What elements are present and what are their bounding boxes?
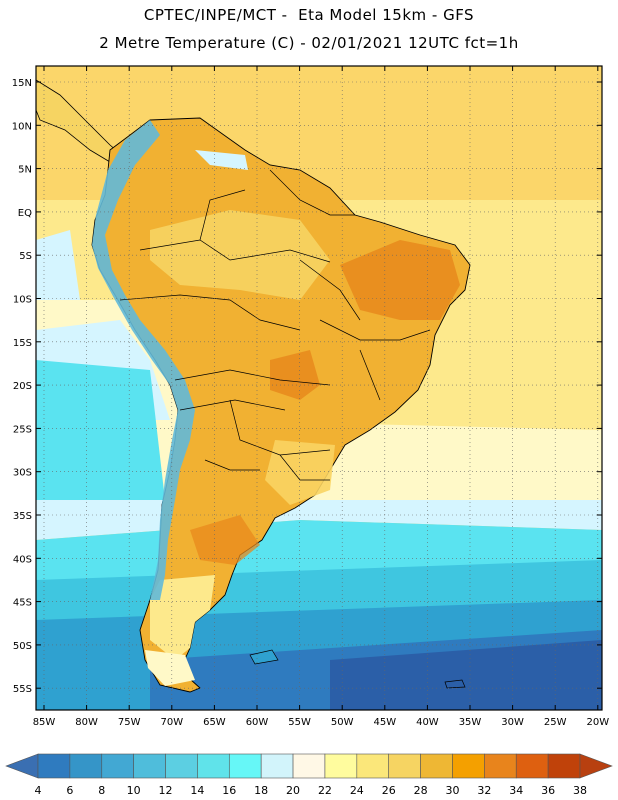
colorbar-label: 4: [35, 784, 42, 797]
pantanal-hot: [270, 350, 320, 400]
chart-title-line1: CPTEC/INPE/MCT - Eta Model 15km - GFS: [143, 6, 475, 24]
longitude-label: 85W: [33, 717, 56, 728]
longitude-labels: 85W 80W 75W 70W 65W 60W 55W 50W 45W 40W 35W 30W 25W 2…: [33, 717, 610, 728]
colorbar-swatch: [388, 753, 421, 779]
colorbar-label: 30: [445, 784, 459, 797]
south-georgia: [444, 679, 466, 689]
longitude-label: 60W: [246, 717, 269, 728]
longitude-label: 25W: [544, 717, 567, 728]
latitude-label: 5S: [19, 251, 32, 262]
colorbar-label: 6: [66, 784, 73, 797]
latitude-label: EQ: [18, 208, 32, 219]
latitude-label: 35S: [13, 511, 32, 522]
colorbar-swatch: [515, 753, 549, 779]
temperature-map: 15N 10N 5N EQ 5S 10S 15S 20S 25S 30S 35S 40S 45S 50S 5…: [12, 65, 610, 728]
colorbar-label: 18: [254, 784, 268, 797]
chart-title-line2: 2 Metre Temperature (C) - 02/01/2021 12U…: [99, 34, 519, 52]
northeast-brazil-hot: [340, 240, 460, 320]
argentina-hot: [190, 515, 260, 565]
colorbar-swatch: [69, 753, 103, 779]
latitude-labels: 15N 10N 5N EQ 5S 10S 15S 20S 25S 30S 35S 40S 45S 50S 5…: [12, 78, 32, 695]
colorbar-label: 38: [573, 784, 587, 797]
colorbar-label: 36: [541, 784, 555, 797]
colorbar-label: 10: [127, 784, 141, 797]
colorbar-label: 32: [477, 784, 491, 797]
colorbar-label: 8: [98, 784, 105, 797]
colorbar-swatch: [37, 753, 71, 779]
colorbar-label: 24: [350, 784, 364, 797]
andes-cold-strip: [92, 120, 195, 600]
colorbar-swatch: [228, 753, 262, 779]
ocean-cold-band5: [330, 640, 602, 710]
longitude-label: 35W: [459, 717, 482, 728]
latitude-label: 15N: [12, 78, 32, 89]
colorbar-left-arrow: [5, 753, 39, 779]
colorbar-swatch: [133, 753, 166, 779]
colorbar-label: 16: [222, 784, 236, 797]
colorbar-right-arrow: [579, 753, 613, 779]
colorbar-label: 34: [509, 784, 523, 797]
colorbar-label: 20: [286, 784, 300, 797]
latitude-label: 50S: [13, 641, 32, 652]
longitude-label: 40W: [416, 717, 439, 728]
ocean-cold-pacific1: [36, 360, 165, 500]
colorbar-label: 28: [414, 784, 428, 797]
axis-ticks: [36, 66, 602, 710]
map-frame: [35, 65, 603, 711]
colorbar-swatch: [292, 753, 326, 779]
falkland-islands: [249, 649, 279, 665]
colorbar-swatch: [452, 753, 485, 779]
colorbar-label: 14: [190, 784, 204, 797]
colorbar-swatch: [356, 753, 390, 779]
patagonia-cool: [150, 575, 215, 660]
temperature-colorbar: 4 6 8 10 12 14 16 18 20 22 24 26 28 30 32 34 36 38: [5, 753, 613, 797]
latitude-label: 40S: [13, 554, 32, 565]
guiana-highlands-cool: [195, 150, 248, 170]
latitude-label: 10S: [13, 295, 32, 306]
tierra-del-fuego: [145, 650, 195, 686]
colorbar-swatch: [484, 753, 517, 779]
southern-brazil-warm: [265, 440, 335, 505]
latitude-label: 15S: [13, 338, 32, 349]
colorbar-label: 22: [318, 784, 332, 797]
country-borders: [119, 169, 431, 481]
longitude-label: 45W: [373, 717, 396, 728]
latitude-label: 45S: [13, 598, 32, 609]
longitude-label: 70W: [160, 717, 183, 728]
latitude-label: 30S: [13, 468, 32, 479]
longitude-label: 75W: [118, 717, 141, 728]
colorbar-swatch: [101, 753, 134, 779]
latitude-label: 10N: [12, 121, 32, 132]
latitude-label: 5N: [18, 165, 32, 176]
colorbar-swatch: [260, 753, 294, 779]
colorbar-swatch: [420, 753, 453, 779]
ocean-cool-equatorial: [36, 230, 80, 300]
longitude-label: 65W: [203, 717, 226, 728]
map-field: [36, 66, 602, 710]
colorbar-label: 26: [382, 784, 396, 797]
map-gridlines: [36, 66, 602, 710]
latitude-label: 55S: [13, 684, 32, 695]
latitude-label: 20S: [13, 381, 32, 392]
latitude-label: 25S: [13, 424, 32, 435]
longitude-label: 50W: [331, 717, 354, 728]
colorbar-swatch: [547, 753, 581, 779]
colorbar-label: 12: [159, 784, 173, 797]
colorbar-swatch: [324, 753, 358, 779]
longitude-label: 20W: [586, 717, 609, 728]
longitude-label: 80W: [75, 717, 98, 728]
longitude-label: 55W: [288, 717, 311, 728]
colorbar-swatch: [197, 753, 230, 779]
colorbar-swatch: [165, 753, 198, 779]
longitude-label: 30W: [501, 717, 524, 728]
